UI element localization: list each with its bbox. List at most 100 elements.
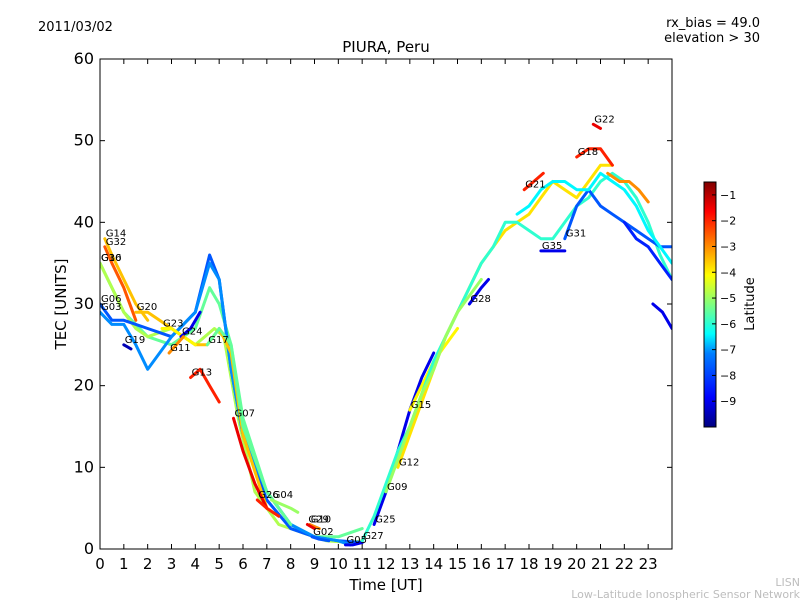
x-tick-label: 17 <box>496 555 515 573</box>
series-line-unlabeled-32 <box>622 220 672 281</box>
colorbar-tick-label: −4 <box>720 266 736 279</box>
series-line-g07 <box>232 416 269 510</box>
series-line-g09 <box>384 278 483 494</box>
axes: 0 1 2 3 4 5 6 7 8 9 10 11 12 13 14 15 16 17 18 19 20 21 22 2301… <box>74 49 672 573</box>
series-line-g28 <box>467 278 490 306</box>
x-tick-label: 1 <box>119 555 129 573</box>
colorbar-tick-label: −6 <box>720 318 736 331</box>
satellite-label-g27: G27 <box>363 531 383 542</box>
satellite-label-g28: G28 <box>470 294 490 305</box>
colorbar-ticks: −1 −2 −3 −4 −5 −6 −7 −8 −9 <box>712 189 736 408</box>
satellite-label-g24: G24 <box>182 327 202 338</box>
elevation-label: elevation > 30 <box>664 31 760 46</box>
series-line-g14 <box>103 237 150 322</box>
satellite-label-g19: G19 <box>125 335 145 346</box>
y-tick-label: 20 <box>74 376 94 395</box>
satellite-label-g17: G17 <box>208 335 228 346</box>
satellite-label-g29: G29 <box>308 515 328 526</box>
date-label: 2011/03/02 <box>38 20 113 35</box>
colorbar-tick-label: −1 <box>720 189 736 202</box>
rx-bias-label: rx_bias = 49.0 <box>666 16 760 31</box>
satellite-label-g18: G18 <box>578 147 598 158</box>
satellite-label-g12: G12 <box>399 457 419 468</box>
series-line-unlabeled-33 <box>651 302 672 330</box>
x-tick-label: 4 <box>191 555 201 573</box>
series-line-g02 <box>310 535 331 543</box>
satellite-label-g09: G09 <box>387 482 407 493</box>
colorbar-tick-label: −5 <box>720 292 736 305</box>
series-line-g05 <box>344 541 364 547</box>
series-line-unlabeled-34 <box>515 171 672 265</box>
x-axis-label: Time [UT] <box>348 576 422 594</box>
series-line-g24 <box>179 310 202 339</box>
series-line-g25 <box>372 351 436 526</box>
series-line-g26 <box>255 498 281 518</box>
series-line-g04 <box>270 498 300 514</box>
y-tick-label: 0 <box>84 539 94 558</box>
y-tick-label: 60 <box>74 49 94 68</box>
satellite-label-g05: G05 <box>347 535 367 546</box>
series-line-unlabeled-31 <box>606 171 650 204</box>
satellite-label-g32: G32 <box>106 237 126 248</box>
x-tick-label: 19 <box>543 555 562 573</box>
x-tick-label: 2 <box>143 555 153 573</box>
satellite-label-g23: G23 <box>163 319 183 330</box>
colorbar-tick-label: −7 <box>720 344 736 357</box>
x-tick-label: 20 <box>567 555 586 573</box>
satellite-label-g15: G15 <box>411 400 431 411</box>
series-line-g13 <box>189 367 221 404</box>
series-line-g27 <box>360 171 672 543</box>
x-tick-label: 23 <box>639 555 658 573</box>
series-line-g18 <box>575 147 614 167</box>
x-tick-label: 14 <box>424 555 443 573</box>
chart-title: PIURA, Peru <box>342 38 429 56</box>
x-tick-label: 9 <box>310 555 320 573</box>
satellite-label-g14: G14 <box>106 229 126 240</box>
satellite-label-g30: G30 <box>101 253 121 264</box>
satellite-label-g22: G22 <box>594 114 614 125</box>
series-layer <box>100 122 672 547</box>
x-tick-label: 16 <box>472 555 491 573</box>
y-axis-label: TEC [UNITS] <box>52 259 70 351</box>
x-tick-label: 3 <box>167 555 177 573</box>
colorbar-tick-label: −9 <box>720 395 736 408</box>
satellite-label-g25: G25 <box>375 515 395 526</box>
footer-lisn: LISN <box>775 576 800 589</box>
series-line-g32 <box>103 245 138 322</box>
x-tick-label: 10 <box>329 555 348 573</box>
satellite-label-g13: G13 <box>192 368 212 379</box>
satellite-label-g35: G35 <box>542 241 562 252</box>
series-line-g31 <box>563 188 672 249</box>
satellite-label-g11: G11 <box>170 343 190 354</box>
series-line-g22 <box>591 122 602 130</box>
plot-frame <box>99 58 673 550</box>
satellite-label-g31: G31 <box>566 229 586 240</box>
x-tick-label: 11 <box>353 555 372 573</box>
y-tick-label: 30 <box>74 294 94 313</box>
series-line-g19 <box>122 343 133 351</box>
colorbar <box>703 181 717 428</box>
x-tick-label: 13 <box>400 555 419 573</box>
x-tick-label: 0 <box>95 555 105 573</box>
series-line-g29 <box>305 523 316 531</box>
satellite-label-g02: G02 <box>313 527 333 538</box>
series-line-g11 <box>167 335 185 355</box>
series-line-g23 <box>160 327 197 347</box>
x-tick-label: 6 <box>238 555 248 573</box>
colorbar-tick-label: −8 <box>720 369 736 382</box>
series-line-g12 <box>396 163 614 469</box>
satellite-label-g20: G20 <box>137 302 157 313</box>
y-tick-label: 40 <box>74 212 94 231</box>
x-tick-label: 21 <box>591 555 610 573</box>
x-tick-label: 15 <box>448 555 467 573</box>
satellite-label-g04: G04 <box>273 490 293 501</box>
footer-network: Low-Latitude Ionospheric Sensor Network <box>571 588 800 600</box>
colorbar-label: Latitude <box>743 277 758 331</box>
y-tick-label: 10 <box>74 457 94 476</box>
colorbar-tick-label: −3 <box>720 240 736 253</box>
series-line-g17 <box>205 327 293 526</box>
y-tick-label: 50 <box>74 131 94 150</box>
x-tick-label: 8 <box>286 555 296 573</box>
x-tick-label: 12 <box>376 555 395 573</box>
